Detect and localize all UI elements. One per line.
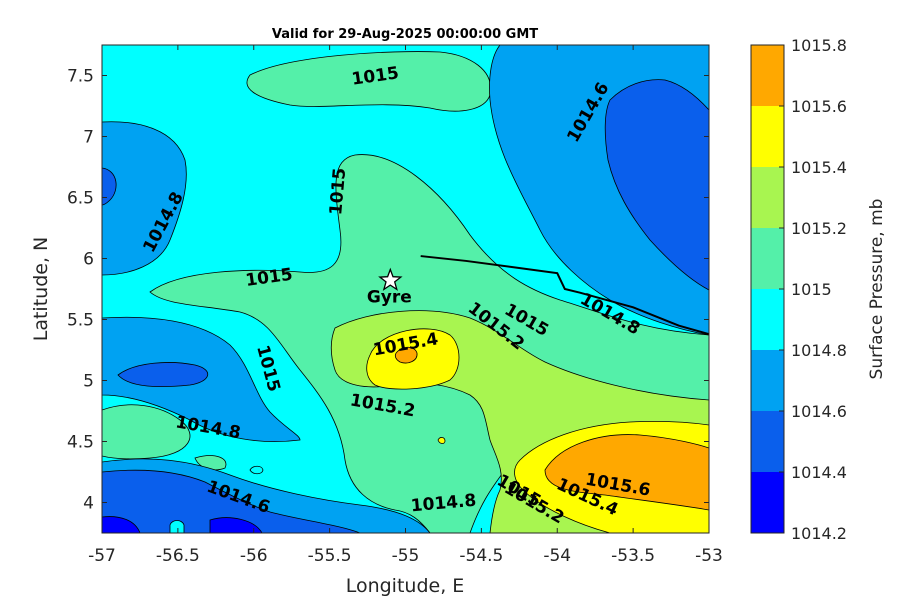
- y-tick-label: 7.5: [67, 67, 94, 87]
- x-tick-label: -54.5: [459, 546, 503, 566]
- map-markers: Gyre: [367, 267, 412, 307]
- colorbar-swatch: [751, 350, 784, 411]
- colorbar-label: Surface Pressure, mb: [867, 199, 887, 380]
- y-tick-label: 5: [83, 372, 94, 392]
- y-axis-label: Latitude, N: [30, 237, 52, 342]
- colorbar-tick-label: 1014.2: [791, 524, 847, 543]
- colorbar-swatch: [751, 106, 784, 167]
- contour-fill-1015.6-southeast: [544, 434, 709, 511]
- y-tick-label: 6: [83, 250, 94, 270]
- contour-fill-1015.6-center: [394, 346, 418, 364]
- x-axis-ticks: -57 -56.5 -56 -55.5 -55 -54.5 -54 -53.5 -53: [88, 45, 723, 566]
- contour-fill-spot: [437, 437, 446, 444]
- colorbar-swatch: [751, 228, 784, 289]
- colorbar-tick-label: 1014.6: [791, 402, 847, 421]
- track-line: [420, 255, 709, 336]
- contour-fill-1014.2-south2: [209, 517, 263, 533]
- x-tick-label: -55.5: [308, 546, 352, 566]
- contour-fill-1014.2-south: [102, 516, 141, 533]
- contour-fill-hole: [249, 465, 264, 475]
- y-tick-label: 5.5: [67, 311, 94, 331]
- colorbar-swatch: [751, 289, 784, 350]
- colorbar-swatch: [751, 45, 784, 106]
- contour-fill-1014.4-west: [117, 362, 208, 388]
- colorbar-tick-label: 1015.2: [791, 219, 847, 238]
- colorbar-swatch: [751, 472, 784, 533]
- colorbar-swatch: [751, 411, 784, 472]
- y-tick-label: 6.5: [67, 189, 94, 209]
- x-tick-label: -54: [543, 546, 571, 566]
- colorbar-tick-label: 1015: [791, 280, 832, 299]
- colorbar-tick-label: 1014.8: [791, 341, 847, 360]
- star-marker-icon[interactable]: [378, 267, 403, 291]
- x-tick-label: -53: [695, 546, 723, 566]
- colorbar-tick-label: 1015.6: [791, 97, 847, 116]
- y-tick-label: 7: [83, 128, 94, 148]
- y-axis-ticks: 4 4.5 5 5.5 6 6.5 7 7.5: [67, 67, 709, 514]
- colorbar: 1014.2 1014.4 1014.6 1014.8 1015 1015.2 1015.4…: [750, 36, 847, 543]
- x-tick-label: -55: [392, 546, 420, 566]
- x-tick-label: -53.5: [611, 546, 655, 566]
- contour-fill-1015-north: [246, 51, 492, 112]
- contour-fill-hole-2: [169, 520, 185, 533]
- contour-fill-1014.4-northeast: [604, 79, 709, 291]
- x-tick-label: -57: [88, 546, 116, 566]
- x-axis-label: Longitude, E: [346, 575, 465, 597]
- y-tick-label: 4: [83, 494, 94, 514]
- contour-fill-1015-west: [102, 404, 191, 460]
- contour-fill-1014.6-west: [102, 121, 187, 276]
- colorbar-tick-label: 1014.4: [791, 463, 847, 482]
- x-tick-label: -56: [240, 546, 268, 566]
- marker-label: Gyre: [367, 287, 412, 307]
- colorbar-tick-label: 1015.8: [791, 36, 847, 55]
- figure-title: Valid for 29-Aug-2025 00:00:00 GMT: [272, 27, 538, 42]
- contour-fill-1014.4-south: [102, 469, 361, 533]
- x-tick-label: -56.5: [156, 546, 200, 566]
- y-tick-label: 4.5: [67, 433, 94, 453]
- contour-label: 1015: [326, 167, 350, 216]
- colorbar-swatch: [751, 167, 784, 228]
- colorbar-tick-label: 1015.4: [791, 158, 847, 177]
